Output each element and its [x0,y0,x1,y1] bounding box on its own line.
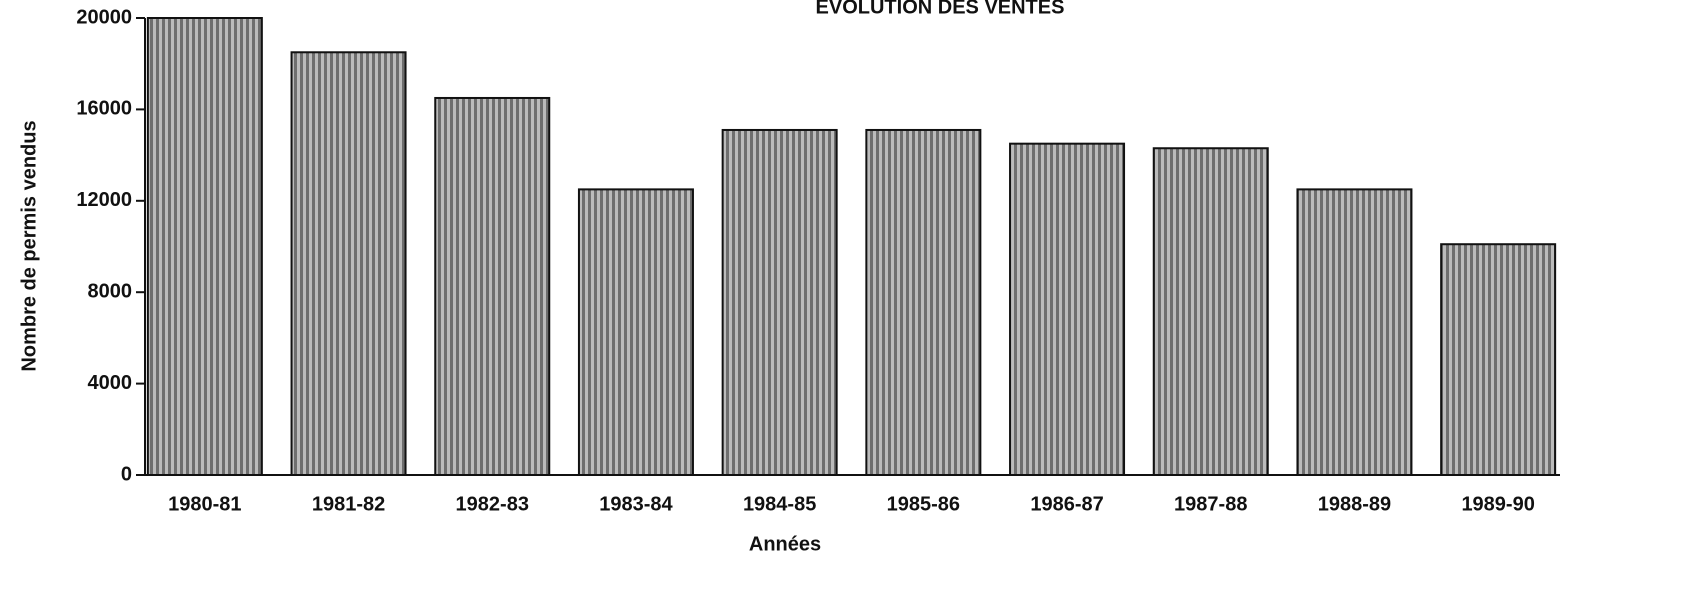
bar [434,96,551,476]
x-tick-label: 1987-88 [1174,493,1247,515]
bar [290,51,407,477]
bar [577,188,694,476]
y-tick-label: 16000 [76,98,132,120]
x-tick-label: 1984-85 [743,493,816,515]
x-tick-label: 1981-82 [312,493,385,515]
y-tick-label: 0 [121,463,132,485]
x-tick-label: 1985-86 [887,493,960,515]
y-tick-label: 12000 [76,189,132,211]
bar [1440,243,1557,476]
y-tick-label: 20000 [76,6,132,28]
y-tick-label: 4000 [88,372,133,394]
y-tick-label: 8000 [88,280,133,302]
x-tick-label: 1982-83 [456,493,529,515]
bar [1009,142,1126,477]
x-tick-label: 1986-87 [1030,493,1103,515]
x-axis-label: Années [749,533,821,555]
x-tick-label: 1983-84 [599,493,673,515]
bar [146,17,263,476]
bar [721,128,838,476]
bar [1152,147,1269,476]
bar [865,128,982,476]
x-tick-label: 1989-90 [1461,493,1534,515]
bar [1296,188,1413,476]
x-tick-label: 1988-89 [1318,493,1391,515]
x-tick-label: 1980-81 [168,493,241,515]
chart-title: EVOLUTION DES VENTES [816,0,1065,18]
y-axis-label: Nombre de permis vendus [18,120,40,371]
